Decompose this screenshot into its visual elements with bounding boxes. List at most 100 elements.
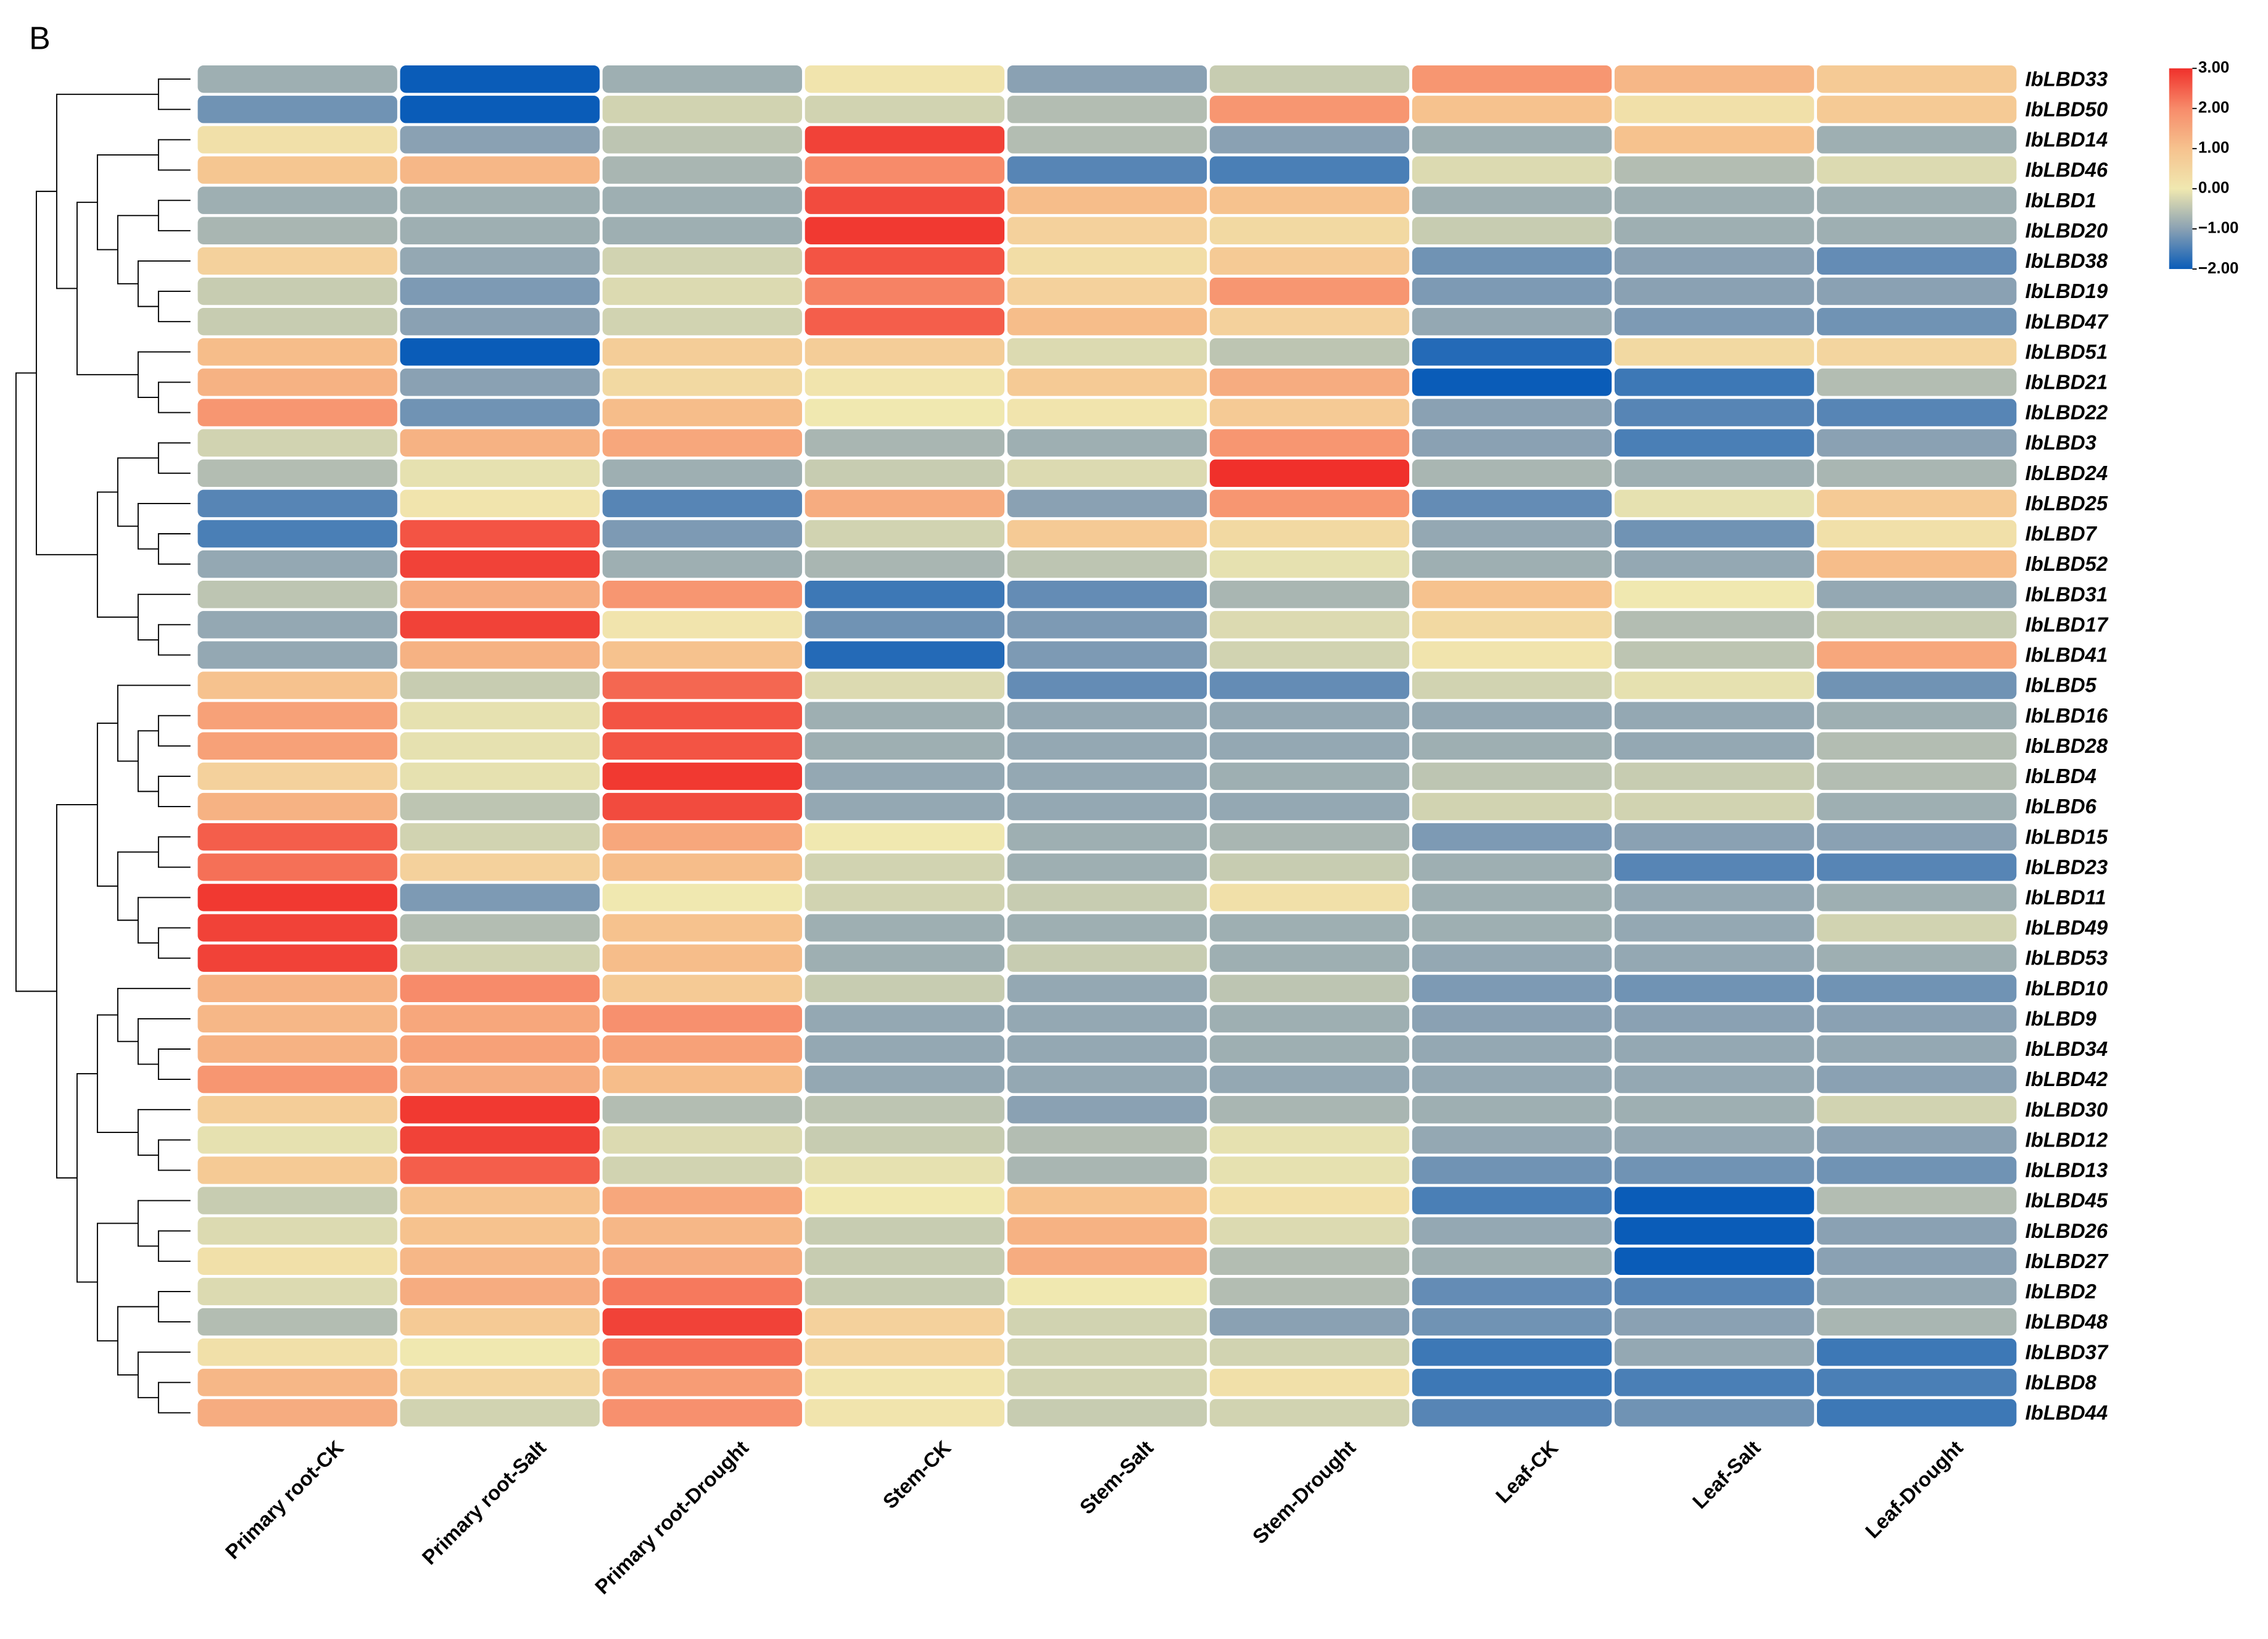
heatmap-cell (602, 732, 802, 760)
heatmap-cell (1412, 944, 1612, 972)
heatmap-cell (1816, 368, 2017, 396)
heatmap-cell (400, 520, 600, 548)
heatmap-cell (197, 762, 397, 790)
heatmap-cell (805, 884, 1005, 911)
heatmap-cell (1209, 1369, 1410, 1396)
heatmap-cell (1209, 1247, 1410, 1276)
heatmap-cell (1412, 671, 1612, 699)
heatmap-cell (1816, 702, 2017, 729)
heatmap-cell (805, 1187, 1005, 1214)
heatmap-cell (400, 217, 600, 245)
heatmap-cell (1412, 156, 1612, 184)
heatmap-cell (197, 944, 397, 972)
dendrogram-branch (137, 730, 159, 792)
heatmap-cell (602, 126, 802, 154)
colorbar-tick-label: 2.00 (2198, 99, 2229, 117)
heatmap-cell (1614, 520, 1815, 548)
heatmap-cell (1007, 944, 1207, 972)
heatmap-cell (1209, 1126, 1410, 1154)
heatmap-cell (1816, 1065, 2017, 1093)
heatmap-cell (197, 277, 397, 305)
colorbar-tick-label: −2.00 (2198, 260, 2239, 277)
column-label: Primary root-Drought (590, 1436, 753, 1598)
heatmap-cell (805, 156, 1005, 184)
row-label: IbLBD50 (2025, 98, 2108, 120)
heatmap-cell (1816, 156, 2017, 184)
heatmap-cell (602, 459, 802, 487)
heatmap-cell (805, 671, 1005, 699)
heatmap-cell (602, 247, 802, 275)
heatmap-cell (1209, 974, 1410, 1002)
heatmap-cell (1614, 399, 1815, 426)
heatmap-cell (1209, 338, 1410, 366)
column-label: Stem-Drought (1248, 1436, 1360, 1548)
heatmap-cell (400, 247, 600, 275)
heatmap-cell (400, 1187, 600, 1214)
dendrogram-branch (137, 1200, 191, 1247)
heatmap-cell (602, 944, 802, 972)
heatmap-cell (1007, 792, 1207, 821)
heatmap-cell (1412, 581, 1612, 608)
dendrogram-branch (157, 1048, 191, 1081)
row-label: IbLBD12 (2025, 1128, 2108, 1151)
heatmap-cell (1816, 671, 2017, 699)
heatmap-cell (1209, 489, 1410, 518)
heatmap-cell (1007, 1369, 1207, 1396)
heatmap-cell (197, 1065, 397, 1093)
heatmap-cell (1816, 1308, 2017, 1336)
heatmap-cell (1412, 1126, 1612, 1154)
colorbar-tick-label: 0.00 (2198, 180, 2229, 197)
dendrogram-branch (76, 201, 138, 376)
heatmap-cell (1816, 611, 2017, 639)
heatmap-cell (1007, 1187, 1207, 1214)
heatmap-cell (400, 1308, 600, 1336)
heatmap-cell (197, 368, 397, 396)
row-label: IbLBD24 (2025, 462, 2108, 484)
heatmap-cell (1412, 429, 1612, 457)
heatmap-cell (1614, 368, 1815, 396)
dendrogram-branch (96, 723, 118, 887)
heatmap-cell (1007, 884, 1207, 911)
row-label: IbLBD45 (2025, 1189, 2108, 1212)
heatmap-cell (805, 1308, 1005, 1336)
row-label: IbLBD46 (2025, 159, 2108, 181)
heatmap-cell (602, 914, 802, 942)
heatmap-cell (1007, 247, 1207, 275)
heatmap-cell (1614, 581, 1815, 608)
heatmap-cell (1209, 1035, 1410, 1063)
heatmap-cell (805, 520, 1005, 548)
heatmap-cell (400, 884, 600, 911)
heatmap-cell (1209, 459, 1410, 487)
heatmap-cell (602, 1399, 802, 1427)
heatmap-cell (197, 1156, 397, 1184)
heatmap-cell (400, 65, 600, 93)
heatmap-cell (1412, 277, 1612, 305)
heatmap-cell (1412, 884, 1612, 911)
heatmap-cell (400, 459, 600, 487)
heatmap-cell (1209, 792, 1410, 821)
heatmap-cell (805, 429, 1005, 457)
heatmap-cell (1412, 489, 1612, 518)
dendrogram-branch (157, 715, 191, 747)
heatmap-cell (602, 338, 802, 366)
heatmap-cell (197, 1338, 397, 1366)
heatmap-cell (805, 1247, 1005, 1276)
heatmap-cell (1209, 1005, 1410, 1033)
heatmap-cell (1007, 823, 1207, 851)
heatmap-cell (400, 762, 600, 790)
heatmap-cell (1614, 247, 1815, 275)
row-label: IbLBD13 (2025, 1159, 2108, 1182)
heatmap-cell (805, 853, 1005, 881)
heatmap-cell (1412, 217, 1612, 245)
row-label: IbLBD41 (2025, 644, 2108, 666)
heatmap-cell (805, 96, 1005, 123)
heatmap-cell (602, 1217, 802, 1245)
heatmap-cell (1614, 762, 1815, 790)
heatmap-cell (1816, 429, 2017, 457)
dendrogram-branch (157, 1139, 191, 1171)
row-label: IbLBD44 (2025, 1401, 2108, 1424)
heatmap-cell (1412, 792, 1612, 821)
row-label: IbLBD22 (2025, 401, 2108, 424)
heatmap-cell (197, 914, 397, 942)
